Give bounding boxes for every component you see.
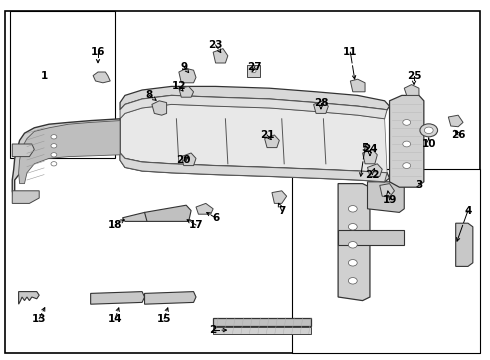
Polygon shape (368, 182, 404, 212)
Polygon shape (179, 68, 196, 83)
Text: 1: 1 (41, 71, 48, 81)
Polygon shape (93, 72, 110, 83)
Polygon shape (120, 153, 387, 182)
Polygon shape (390, 95, 424, 187)
Bar (213, 327, 311, 334)
Circle shape (251, 69, 256, 73)
Polygon shape (196, 203, 213, 214)
Polygon shape (145, 292, 196, 304)
Polygon shape (12, 119, 120, 202)
Bar (10, 11, 115, 158)
Circle shape (348, 224, 357, 230)
Circle shape (51, 135, 57, 139)
Text: 16: 16 (91, 47, 105, 57)
Polygon shape (456, 223, 473, 266)
Text: 6: 6 (212, 213, 219, 223)
Text: 19: 19 (382, 195, 397, 205)
Polygon shape (404, 85, 419, 95)
Text: 11: 11 (343, 47, 358, 57)
Circle shape (403, 163, 411, 168)
Text: 18: 18 (108, 220, 122, 230)
Polygon shape (179, 86, 194, 97)
Text: 25: 25 (407, 71, 421, 81)
Text: 5: 5 (362, 143, 368, 153)
Polygon shape (91, 292, 145, 304)
Circle shape (403, 120, 411, 125)
Polygon shape (338, 184, 370, 301)
Polygon shape (19, 292, 39, 304)
Text: 21: 21 (260, 130, 274, 140)
Circle shape (51, 162, 57, 166)
Polygon shape (145, 205, 191, 221)
Text: 3: 3 (416, 180, 422, 190)
Circle shape (51, 153, 57, 157)
Circle shape (348, 278, 357, 284)
Polygon shape (152, 101, 167, 115)
Circle shape (348, 242, 357, 248)
Text: 8: 8 (146, 90, 153, 100)
Circle shape (51, 144, 57, 148)
Polygon shape (265, 135, 279, 148)
Text: 23: 23 (208, 40, 223, 50)
Text: 27: 27 (247, 62, 262, 72)
Polygon shape (120, 104, 387, 182)
Circle shape (420, 124, 438, 137)
Polygon shape (448, 115, 463, 127)
Text: 2: 2 (210, 325, 217, 335)
Polygon shape (213, 49, 228, 63)
Polygon shape (181, 153, 196, 166)
Text: 22: 22 (365, 170, 380, 180)
Text: 10: 10 (421, 139, 436, 149)
Circle shape (403, 141, 411, 147)
Text: 20: 20 (176, 155, 191, 165)
Polygon shape (12, 191, 39, 203)
Circle shape (424, 127, 433, 134)
Polygon shape (380, 184, 394, 197)
Circle shape (348, 260, 357, 266)
Bar (292, 169, 480, 353)
Text: 15: 15 (157, 314, 172, 324)
Polygon shape (338, 230, 404, 245)
Text: 24: 24 (363, 144, 377, 154)
Bar (247, 65, 260, 77)
Polygon shape (122, 212, 149, 221)
Text: 26: 26 (451, 130, 465, 140)
Text: 12: 12 (172, 81, 186, 91)
Polygon shape (19, 121, 120, 184)
Bar (213, 318, 311, 326)
Polygon shape (272, 191, 287, 203)
Text: 9: 9 (180, 62, 187, 72)
Polygon shape (363, 149, 377, 164)
Text: 14: 14 (108, 314, 122, 324)
Text: 7: 7 (278, 206, 286, 216)
Text: 4: 4 (464, 206, 472, 216)
Polygon shape (120, 153, 390, 182)
Polygon shape (120, 95, 387, 119)
Text: 28: 28 (314, 98, 328, 108)
Polygon shape (12, 144, 34, 157)
Polygon shape (350, 79, 365, 92)
Polygon shape (368, 164, 382, 176)
Polygon shape (120, 86, 390, 110)
Text: 13: 13 (32, 314, 47, 324)
Text: 17: 17 (189, 220, 203, 230)
Circle shape (348, 206, 357, 212)
Polygon shape (314, 101, 328, 113)
